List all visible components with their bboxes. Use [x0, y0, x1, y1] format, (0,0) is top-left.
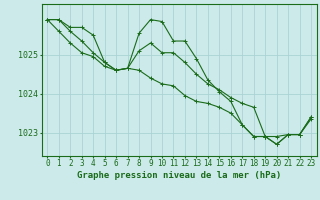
X-axis label: Graphe pression niveau de la mer (hPa): Graphe pression niveau de la mer (hPa): [77, 171, 281, 180]
